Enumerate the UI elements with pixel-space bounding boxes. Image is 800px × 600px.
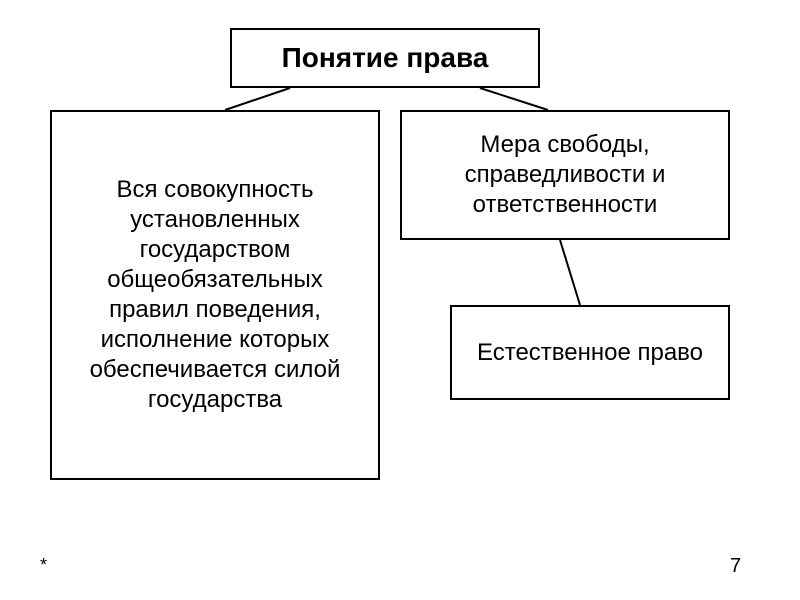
node-natural-label: Естественное право: [477, 338, 703, 368]
page-number: 7: [730, 555, 741, 578]
node-right: Мера свободы, справедливости и ответстве…: [400, 110, 730, 240]
edge-right-natural: [560, 240, 580, 305]
footer-star: *: [40, 555, 47, 576]
edge-root-left: [225, 88, 290, 110]
node-left: Вся совокупность установленных государст…: [50, 110, 380, 480]
root-node: Понятие права: [230, 28, 540, 88]
node-left-label: Вся совокупность установленных государст…: [64, 175, 366, 415]
footer-star-text: *: [40, 555, 47, 575]
node-natural: Естественное право: [450, 305, 730, 400]
node-right-label: Мера свободы, справедливости и ответстве…: [414, 130, 716, 220]
edge-root-right: [480, 88, 548, 110]
page-number-text: 7: [730, 555, 741, 577]
root-label: Понятие права: [282, 42, 489, 74]
